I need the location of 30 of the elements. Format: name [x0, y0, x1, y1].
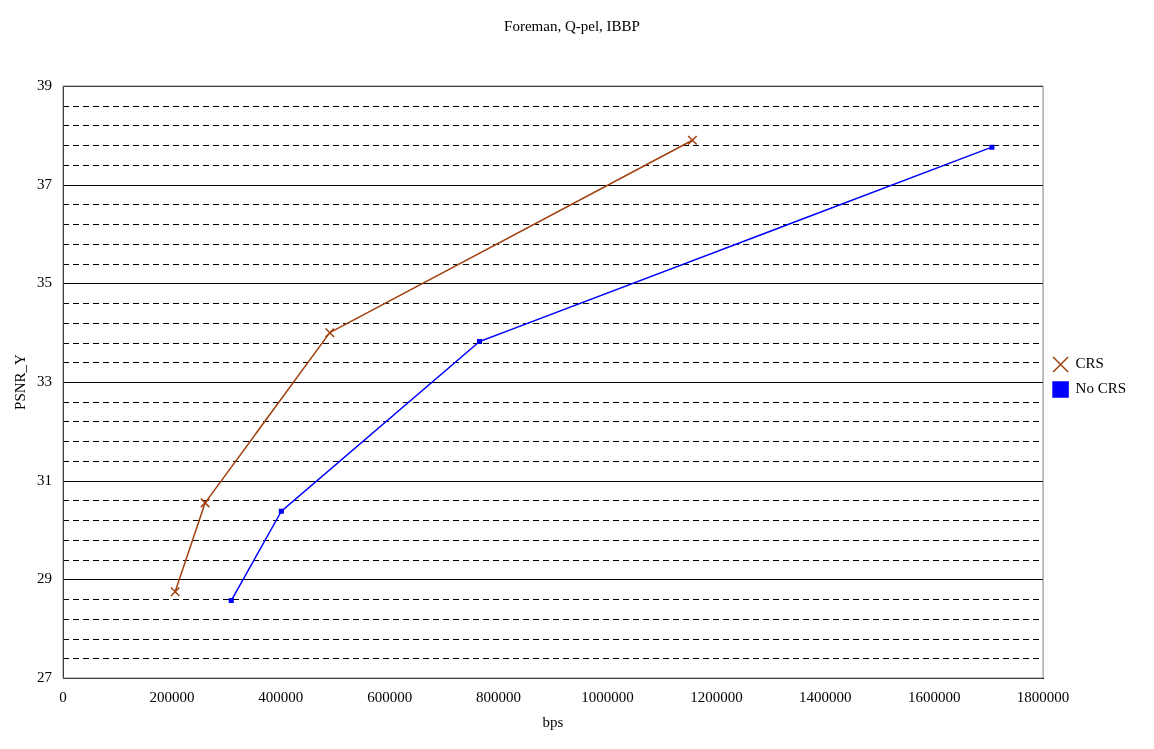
x-tick-label: 0	[59, 688, 67, 705]
x-tick-label: 400000	[258, 688, 304, 705]
y-tick-label: 31	[37, 471, 52, 488]
point	[228, 598, 234, 604]
y-axis-title: PSNR_Y	[11, 353, 28, 410]
point	[200, 497, 211, 508]
x-tick-label: 1200000	[690, 688, 743, 705]
x-tick-label: 600000	[367, 688, 413, 705]
x-tick-label: 200000	[149, 688, 195, 705]
legend-label: CRS	[1075, 355, 1104, 372]
x-tick-label: 1600000	[907, 688, 961, 705]
point	[477, 339, 483, 345]
y-tick-label: 35	[37, 274, 52, 291]
x-axis-title: bps	[542, 713, 564, 730]
point	[687, 135, 698, 146]
x-tick-label: 800000	[476, 688, 522, 705]
legend-label: No CRS	[1075, 380, 1126, 397]
x-tick-label: 1400000	[799, 688, 852, 705]
x-tick-label: 1800000	[1016, 688, 1070, 705]
y-tick-label: 27	[37, 668, 53, 685]
y-tick-label: 37	[37, 175, 53, 192]
point	[278, 508, 284, 514]
y-tick-label: 29	[37, 570, 52, 587]
y-tick-label: 33	[37, 372, 52, 389]
chart-title: Foreman, Q-pel, IBBP	[504, 17, 640, 34]
point	[989, 144, 995, 150]
y-tick-label: 39	[37, 76, 52, 93]
point	[324, 327, 335, 338]
x-tick-label: 1000000	[581, 688, 634, 705]
point	[170, 586, 181, 597]
